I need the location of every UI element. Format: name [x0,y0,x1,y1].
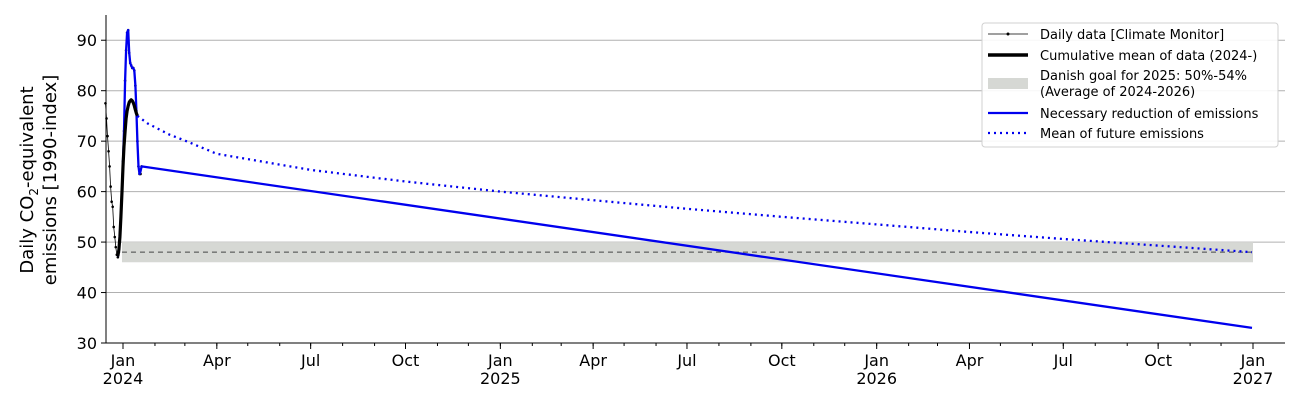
legend-box [981,22,1279,148]
series-line-1 [116,98,139,257]
x-tick-label-2026-10-01: Oct [1144,351,1172,370]
data-point-2 [106,134,109,138]
x-tick-label-2026-04-01: Apr [956,351,984,370]
y-tick-label-80: 80 [77,82,97,101]
x-tick-label-2026-01-01: Jan [863,351,889,370]
y-axis-label-line2: emissions [1990-index] [40,75,61,285]
x-tick-label-2025-10-01: Oct [768,351,796,370]
x-tick-label-2027-01-01: Jan [1240,351,1266,370]
data-point-4 [108,165,111,168]
legend-label-4: Mean of future emissions [1040,127,1204,142]
legend-label-1: Cumulative mean of data (2024-) [1040,49,1257,64]
x-tick-label-2025-07-01: Jul [676,351,696,370]
y-tick-label-40: 40 [77,284,97,303]
y-tick-label-30: 30 [77,334,97,353]
x-tick-label-2024-04-01: Apr [203,351,231,370]
x-tick-year-2026-01-01: 2026 [856,369,897,388]
x-tick-year-2025-01-01: 2025 [480,369,521,388]
series-line-3 [136,114,1253,254]
data-point-8 [112,225,116,229]
legend-swatch-goal [988,78,1028,89]
legend-label-2-line2: (Average of 2024-2026) [1040,85,1195,100]
y-tick-label-50: 50 [77,233,97,252]
data-point-5 [109,185,112,188]
y-tick-label-60: 60 [77,183,97,202]
data-point-3 [107,149,110,153]
x-tick-year-2024-01-01: 2024 [103,369,144,388]
y-tick-label-70: 70 [77,132,97,151]
x-tick-label-2025-04-01: Apr [579,351,607,370]
x-tick-label-2024-10-01: Oct [392,351,420,370]
legend-swatch-daily-marker [1006,32,1010,36]
data-point-6 [110,200,113,204]
x-tick-year-2027-01-01: 2027 [1233,369,1274,388]
legend-label-3: Necessary reduction of emissions [1040,107,1259,122]
goal-band [121,242,1253,263]
x-tick-label-2026-07-01: Jul [1053,351,1073,370]
legend: Daily data [Climate Monitor] Cumulative m… [981,22,1279,148]
y-axis-label-tail: -equivalent [17,86,38,188]
data-point-9 [113,235,117,239]
legend-label-2: Danish goal for 2025: 50%-54% [1040,69,1247,84]
y-axis-label-co: Daily CO [17,196,38,274]
data-point-7 [111,205,114,209]
data-point-10 [114,245,118,249]
y-axis-label-line1: Daily CO2-equivalent [17,86,41,273]
x-tick-label-2024-01-01: Jan [110,351,136,370]
axes [105,15,1285,344]
y-tick-label-90: 90 [77,31,97,50]
x-tick-label-2025-01-01: Jan [487,351,513,370]
legend-label-0: Daily data [Climate Monitor] [1040,28,1224,43]
data-point-12 [116,255,120,259]
y-axis-label-sub: 2 [27,188,41,196]
goal-band-layer [121,242,1253,263]
x-tick-label-2024-07-01: Jul [300,351,320,370]
